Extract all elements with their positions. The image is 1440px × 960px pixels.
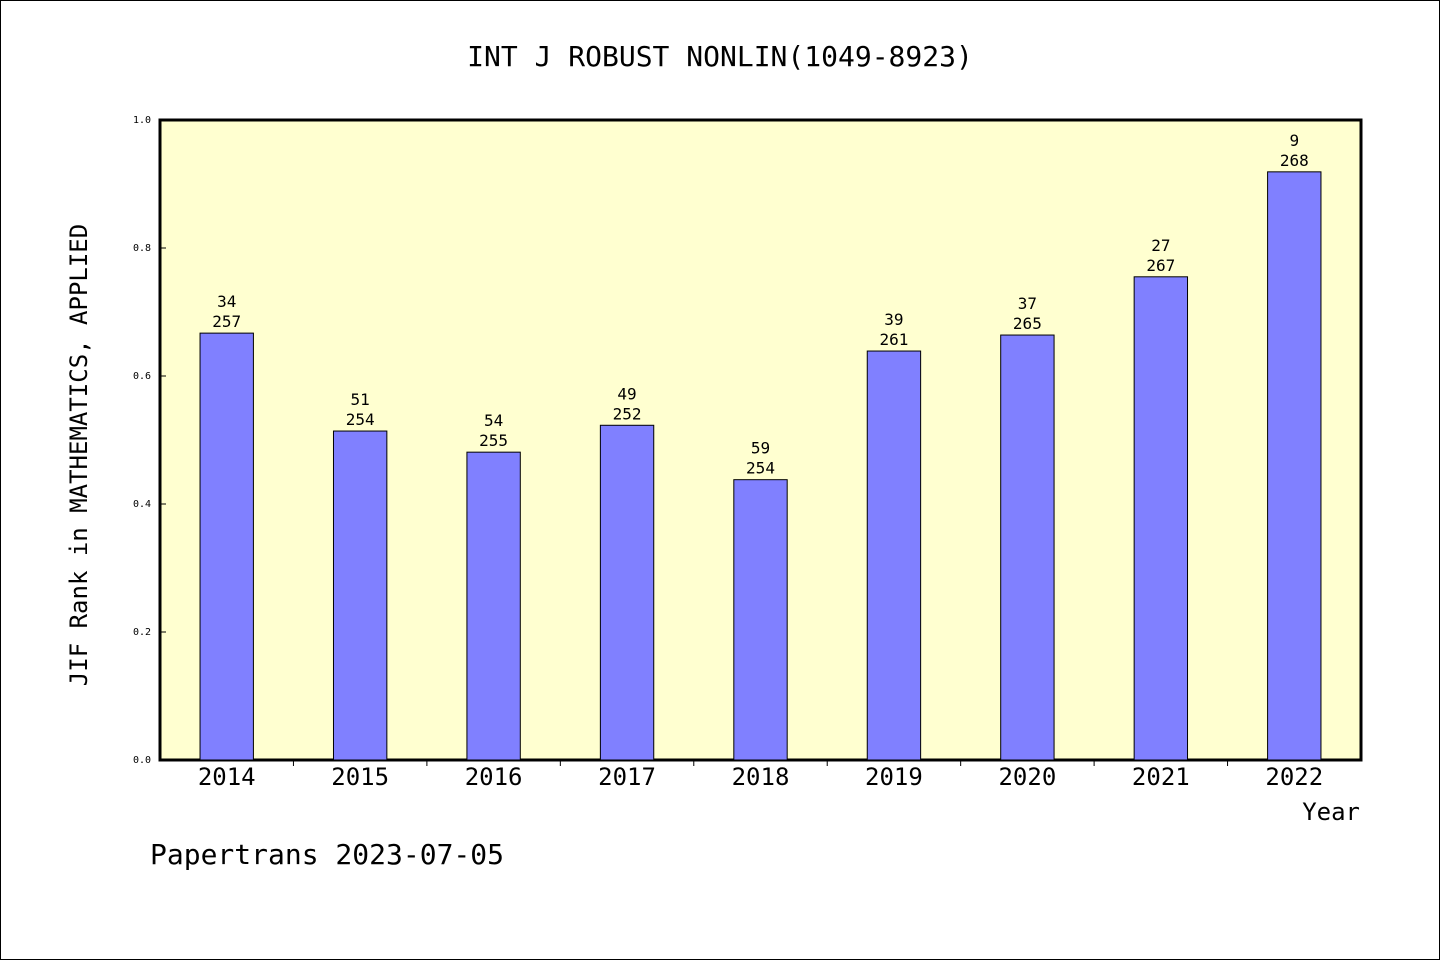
bar-2021 <box>1133 276 1189 761</box>
bar-2020 <box>1000 334 1055 761</box>
bar-rank-label: 59 <box>751 439 770 458</box>
bar-2014 <box>199 332 254 761</box>
bar-rank-label: 49 <box>617 384 636 403</box>
x-tick-label: 2021 <box>1132 763 1190 791</box>
bar-rank-label: 34 <box>217 292 236 311</box>
y-tick-label: 0.2 <box>133 627 151 638</box>
x-tick-label: 2019 <box>865 763 923 791</box>
bar-total-label: 254 <box>746 459 775 478</box>
bar-rank-label: 51 <box>351 390 370 409</box>
x-tick-label: 2020 <box>998 763 1056 791</box>
bar-2019 <box>866 350 922 761</box>
y-tick-label: 0.0 <box>133 755 151 766</box>
bar-total-label: 265 <box>1013 314 1042 333</box>
y-tick-label: 0.8 <box>133 243 151 254</box>
y-tick-label: 1.0 <box>133 115 151 126</box>
bar-rank-label: 9 <box>1289 131 1299 150</box>
bar-2018 <box>733 479 788 761</box>
bar-2015 <box>332 430 388 761</box>
chart-title: INT J ROBUST NONLIN(1049-8923) <box>467 40 973 73</box>
bar-total-label: 267 <box>1146 256 1175 275</box>
bar-2017 <box>599 424 655 761</box>
bar-rank-label: 54 <box>484 411 503 430</box>
footer-text: Papertrans 2023-07-05 <box>150 838 504 871</box>
x-tick-label: 2017 <box>598 763 656 791</box>
x-tick-label: 2014 <box>198 763 256 791</box>
bar-rank-label: 27 <box>1151 236 1170 255</box>
bar-total-label: 257 <box>212 312 241 331</box>
x-axis-label: Year <box>1302 798 1360 826</box>
x-tick-label: 2016 <box>465 763 523 791</box>
bar-2016 <box>466 451 521 761</box>
bar-total-label: 261 <box>879 330 908 349</box>
bar-2022 <box>1267 171 1322 761</box>
bar-rank-label: 39 <box>884 310 903 329</box>
x-tick-label: 2015 <box>331 763 389 791</box>
y-tick-label: 0.6 <box>133 371 151 382</box>
y-tick-label: 0.4 <box>133 499 151 510</box>
bar-total-label: 268 <box>1280 151 1309 170</box>
x-tick-label: 2018 <box>732 763 790 791</box>
bar-total-label: 255 <box>479 431 508 450</box>
bar-rank-label: 37 <box>1018 294 1037 313</box>
bar-total-label: 254 <box>346 410 375 429</box>
x-tick-label: 2022 <box>1265 763 1323 791</box>
y-axis-label: JIF Rank in MATHEMATICS, APPLIED <box>65 224 93 686</box>
bar-total-label: 252 <box>613 404 642 423</box>
